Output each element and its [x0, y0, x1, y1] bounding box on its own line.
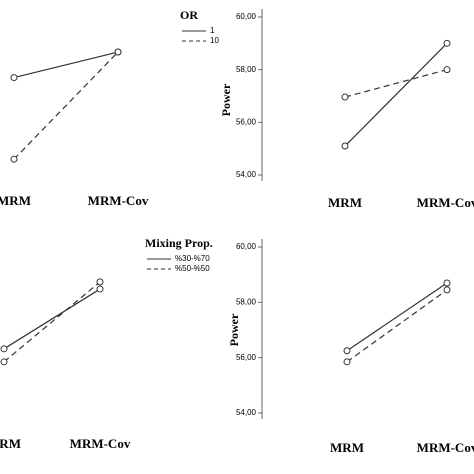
y-tick-label: 58,00 [236, 297, 257, 306]
x-tick-label: MRM-Cov [88, 193, 149, 208]
y-tick-label: 54,00 [236, 170, 257, 179]
legend-title: OR [180, 8, 198, 22]
data-point [10, 74, 18, 82]
series-line [3, 288, 101, 350]
x-tick-label: MRM-Cov [417, 195, 474, 210]
y-axis-label: Power [227, 313, 241, 346]
y-tick-label: 56,00 [236, 117, 257, 126]
data-point [96, 278, 104, 286]
series-line [13, 51, 119, 160]
x-tick-label: MRM [0, 193, 31, 208]
data-point [343, 358, 351, 366]
data-point [443, 286, 451, 294]
legend-label: 10 [210, 36, 219, 45]
data-point [341, 93, 349, 101]
legend-label: %30-%70 [175, 254, 210, 263]
data-point [10, 155, 18, 163]
data-point [114, 48, 122, 56]
data-point [341, 142, 349, 150]
data-point [443, 66, 451, 74]
series-line [13, 51, 119, 79]
data-point [443, 39, 451, 47]
series-line [346, 282, 448, 352]
legend-label: 1 [210, 26, 215, 35]
data-point [96, 285, 104, 293]
legend-label: %50-%50 [175, 264, 210, 273]
series-line [344, 69, 448, 98]
y-tick-label: 60,00 [236, 242, 257, 251]
x-tick-label: MRM [0, 436, 21, 451]
y-tick-label: 58,00 [236, 65, 257, 74]
x-tick-label: MRM [330, 440, 364, 455]
series-line [344, 42, 448, 147]
y-tick-label: 54,00 [236, 408, 257, 417]
data-point [0, 345, 8, 353]
x-tick-label: MRM-Cov [417, 440, 474, 455]
y-axis-label: Power [219, 83, 233, 116]
legend-title: Mixing Prop. [145, 236, 213, 250]
x-tick-label: MRM [328, 195, 362, 210]
data-point [343, 347, 351, 355]
x-tick-label: MRM-Cov [70, 436, 131, 451]
series-line [3, 281, 101, 363]
y-tick-label: 60,00 [236, 12, 257, 21]
y-tick-label: 56,00 [236, 353, 257, 362]
data-point [443, 279, 451, 287]
series-line [346, 289, 448, 363]
data-point [0, 358, 8, 366]
